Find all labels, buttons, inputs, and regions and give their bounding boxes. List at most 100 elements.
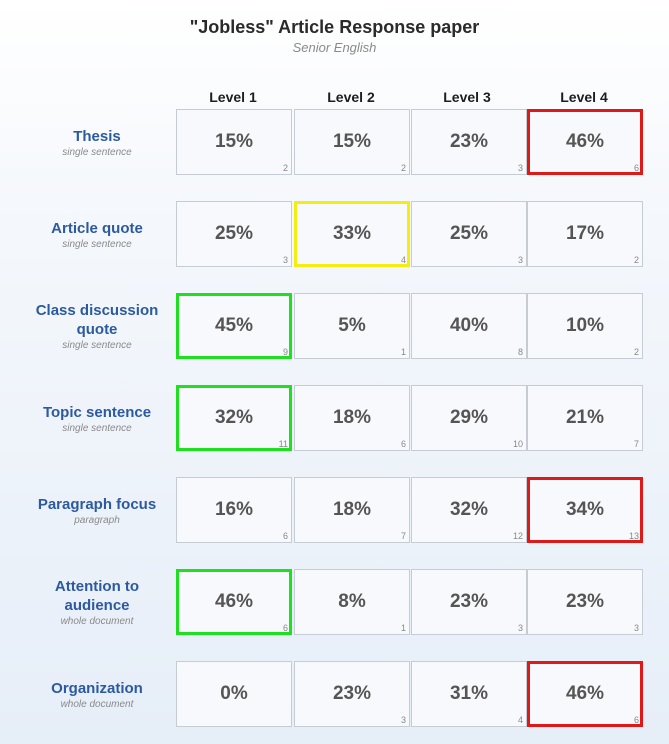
score-percent: 29% [449,407,489,428]
score-percent: 23% [565,591,605,612]
score-count: 3 [400,715,406,725]
level-header-3: Level 3 [443,89,491,105]
row-label: Topic sentence single sentence [22,385,172,451]
score-count: 1 [400,347,406,357]
score-cell: 33% 4 [294,201,410,267]
score-percent: 0% [220,683,248,704]
score-count: 6 [282,531,288,541]
criterion-title: Attention to audience [54,578,140,614]
criterion-scope: whole document [60,698,134,710]
score-count: 11 [278,439,288,449]
score-cell: 34% 13 [527,477,643,543]
score-percent: 46% [214,591,254,612]
row-label: Thesis single sentence [22,109,172,175]
score-count: 6 [633,163,639,173]
criterion-scope: whole document [60,616,134,627]
level-header-2: Level 2 [327,89,375,105]
page-subtitle: Senior English [292,40,377,55]
score-count: 3 [517,163,523,173]
score-cell: 15% 2 [294,109,410,175]
score-percent: 21% [565,407,605,428]
score-count: 6 [633,715,639,725]
criterion-scope: single sentence [62,340,132,351]
score-cell: 25% 3 [411,201,527,267]
score-cell: 46% 6 [527,661,643,727]
row-label: Attention to audience whole document [22,569,172,635]
score-count: 8 [517,347,523,357]
score-cell: 32% 11 [176,385,292,451]
score-percent: 8% [338,591,366,612]
score-cell: 46% 6 [176,569,292,635]
score-percent: 18% [332,407,372,428]
score-cell: 40% 8 [411,293,527,359]
score-cell: 23% 3 [294,661,410,727]
score-cell: 18% 7 [294,477,410,543]
score-cell: 32% 12 [411,477,527,543]
score-percent: 17% [565,223,605,244]
row-label: Class discussion quote single sentence [22,293,172,359]
score-count: 4 [517,715,523,725]
score-percent: 45% [214,315,254,336]
score-percent: 18% [332,499,372,520]
score-cell: 16% 6 [176,477,292,543]
score-count: 7 [400,531,406,541]
score-percent: 32% [214,407,254,428]
score-cell: 10% 2 [527,293,643,359]
score-count: 3 [282,255,288,265]
score-cell: 29% 10 [411,385,527,451]
score-percent: 33% [332,223,372,244]
score-count: 1 [400,623,406,633]
score-cell: 0% [176,661,292,727]
score-cell: 46% 6 [527,109,643,175]
row-label: Organization whole document [22,661,172,727]
score-cell: 23% 3 [527,569,643,635]
score-cell: 17% 2 [527,201,643,267]
level-header-4: Level 4 [560,89,608,105]
score-cell: 23% 3 [411,569,527,635]
row-label: Paragraph focus paragraph [22,477,172,543]
score-percent: 23% [449,131,489,152]
score-cell: 5% 1 [294,293,410,359]
row-label: Article quote single sentence [22,201,172,267]
score-count: 7 [633,439,639,449]
score-count: 12 [512,531,523,541]
score-cell: 21% 7 [527,385,643,451]
score-percent: 23% [332,683,372,704]
score-count: 6 [282,623,288,633]
score-cell: 23% 3 [411,109,527,175]
criterion-title: Paragraph focus [37,495,157,513]
criterion-title: Organization [51,679,143,697]
score-count: 10 [512,439,523,449]
score-cell: 15% 2 [176,109,292,175]
criterion-scope: single sentence [62,146,132,158]
criterion-title: Topic sentence [42,403,152,421]
criterion-scope: single sentence [62,238,132,250]
score-cell: 18% 6 [294,385,410,451]
score-count: 3 [633,623,639,633]
score-percent: 25% [214,223,254,244]
score-percent: 40% [449,315,489,336]
score-percent: 5% [338,315,366,336]
score-count: 2 [400,163,406,173]
score-cell: 31% 4 [411,661,527,727]
criterion-scope: single sentence [62,422,132,434]
criterion-title: Article quote [51,219,143,237]
criterion-scope: paragraph [74,514,120,526]
score-percent: 16% [214,499,254,520]
score-percent: 46% [565,131,605,152]
score-count: 4 [400,255,406,265]
score-cell: 8% 1 [294,569,410,635]
criterion-title: Class discussion quote [35,302,159,338]
score-count: 3 [517,623,523,633]
score-percent: 25% [449,223,489,244]
score-percent: 23% [449,591,489,612]
score-percent: 34% [565,499,605,520]
criterion-title: Thesis [73,127,121,145]
score-percent: 32% [449,499,489,520]
score-count: 2 [633,255,639,265]
score-percent: 15% [214,131,254,152]
score-count: 6 [400,439,406,449]
score-cell: 45% 9 [176,293,292,359]
page-title: "Jobless" Article Response paper [189,17,480,37]
score-count: 3 [517,255,523,265]
